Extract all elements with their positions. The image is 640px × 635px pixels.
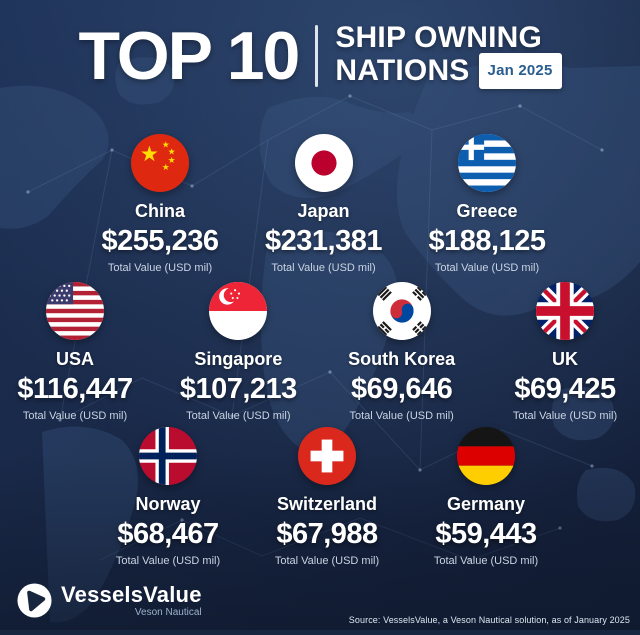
country-value: $116,447 — [17, 373, 133, 405]
header: TOP 10 SHIP OWNING NATIONS Jan 2025 — [0, 22, 640, 90]
country-name: Germany — [446, 494, 526, 514]
country-name: Greece — [456, 201, 518, 221]
rank-row-2: USA $116,447 Total Value (USD mil) Singa… — [0, 282, 640, 422]
country-card-greece: Greece $188,125 Total Value (USD mil) — [412, 134, 562, 274]
date-badge: Jan 2025 — [478, 53, 562, 89]
unit-label: Total Value (USD mil) — [271, 262, 376, 274]
country-card-norway: Norway $68,467 Total Value (USD mil) — [93, 427, 243, 567]
subtitle-line2: NATIONS — [335, 54, 470, 87]
country-value: $188,125 — [428, 225, 546, 257]
svg-text:★: ★ — [140, 142, 159, 166]
flag-uk-icon — [535, 282, 594, 340]
country-value: $68,467 — [117, 518, 219, 550]
unit-label: Total Value (USD mil) — [107, 262, 213, 274]
country-card-china: ★ ★ ★ ★ ★ China $255,236 Total Value (US… — [85, 134, 235, 274]
flag-switzerland-icon — [298, 427, 356, 485]
flag-singapore-icon — [209, 282, 268, 340]
country-value: $69,425 — [514, 373, 616, 405]
country-value: $255,236 — [101, 225, 219, 257]
country-name: Switzerland — [276, 494, 378, 514]
country-value: $67,988 — [276, 518, 378, 550]
country-card-japan: Japan $231,381 Total Value (USD mil) — [249, 134, 399, 274]
header-divider — [315, 25, 319, 87]
country-name: UK — [551, 349, 578, 369]
source-note: Source: VesselsValue, a Veson Nautical s… — [348, 615, 630, 625]
unit-label: Total Value (USD mil) — [22, 410, 128, 422]
unit-label: Total Value (USD mil) — [433, 555, 539, 567]
flag-japan-icon — [294, 134, 353, 192]
country-card-switzerland: Switzerland $67,988 Total Value (USD mil… — [252, 427, 402, 567]
flag-usa-icon — [46, 282, 104, 340]
brand-name: VesselsValue — [61, 581, 202, 607]
country-card-usa: USA $116,447 Total Value (USD mil) — [0, 282, 150, 422]
unit-label: Total Value (USD mil) — [274, 555, 380, 567]
country-card-germany: Germany $59,443 Total Value (USD mil) — [411, 427, 561, 567]
country-value: $69,646 — [350, 373, 453, 405]
brand-subtitle: Veson Nautical — [134, 606, 202, 618]
country-card-uk: UK $69,425 Total Value (USD mil) — [490, 282, 640, 422]
svg-text:★: ★ — [168, 146, 176, 156]
country-name: China — [134, 201, 185, 221]
flag-germany-icon — [457, 427, 515, 485]
flag-south-korea-icon — [372, 282, 431, 340]
country-name: South Korea — [348, 349, 456, 369]
unit-label: Total Value (USD mil) — [512, 410, 618, 422]
country-value: $107,213 — [179, 373, 297, 405]
subtitle-line1: SHIP OWNING — [335, 21, 543, 54]
country-name: Japan — [297, 201, 350, 221]
country-name: Norway — [135, 494, 201, 514]
country-card-singapore: Singapore $107,213 Total Value (USD mil) — [163, 282, 313, 422]
unit-label: Total Value (USD mil) — [434, 262, 540, 274]
flag-china-icon: ★ ★ ★ ★ ★ — [131, 134, 189, 192]
country-name: Singapore — [194, 349, 283, 369]
vesselsvalue-logo-icon — [16, 582, 53, 619]
unit-label: Total Value (USD mil) — [186, 410, 291, 422]
svg-text:★: ★ — [162, 162, 170, 172]
flag-norway-icon — [139, 427, 197, 485]
page-title: TOP 10 — [78, 18, 300, 94]
svg-text:★: ★ — [168, 155, 176, 165]
rank-row-1: ★ ★ ★ ★ ★ China $255,236 Total Value (US… — [85, 134, 562, 274]
brand-lockup: VesselsValue Veson Nautical — [16, 582, 202, 619]
svg-text:★: ★ — [162, 140, 170, 150]
page-subtitle: SHIP OWNING NATIONS Jan 2025 — [335, 21, 562, 89]
country-value: $231,381 — [265, 225, 382, 257]
country-value: $59,443 — [435, 518, 537, 550]
unit-label: Total Value (USD mil) — [115, 555, 221, 567]
unit-label: Total Value (USD mil) — [349, 410, 454, 422]
country-name: USA — [55, 349, 94, 369]
country-card-south-korea: South Korea $69,646 Total Value (USD mil… — [327, 282, 477, 422]
flag-greece-icon — [458, 134, 516, 192]
rank-row-3: Norway $68,467 Total Value (USD mil) Swi… — [93, 427, 561, 567]
